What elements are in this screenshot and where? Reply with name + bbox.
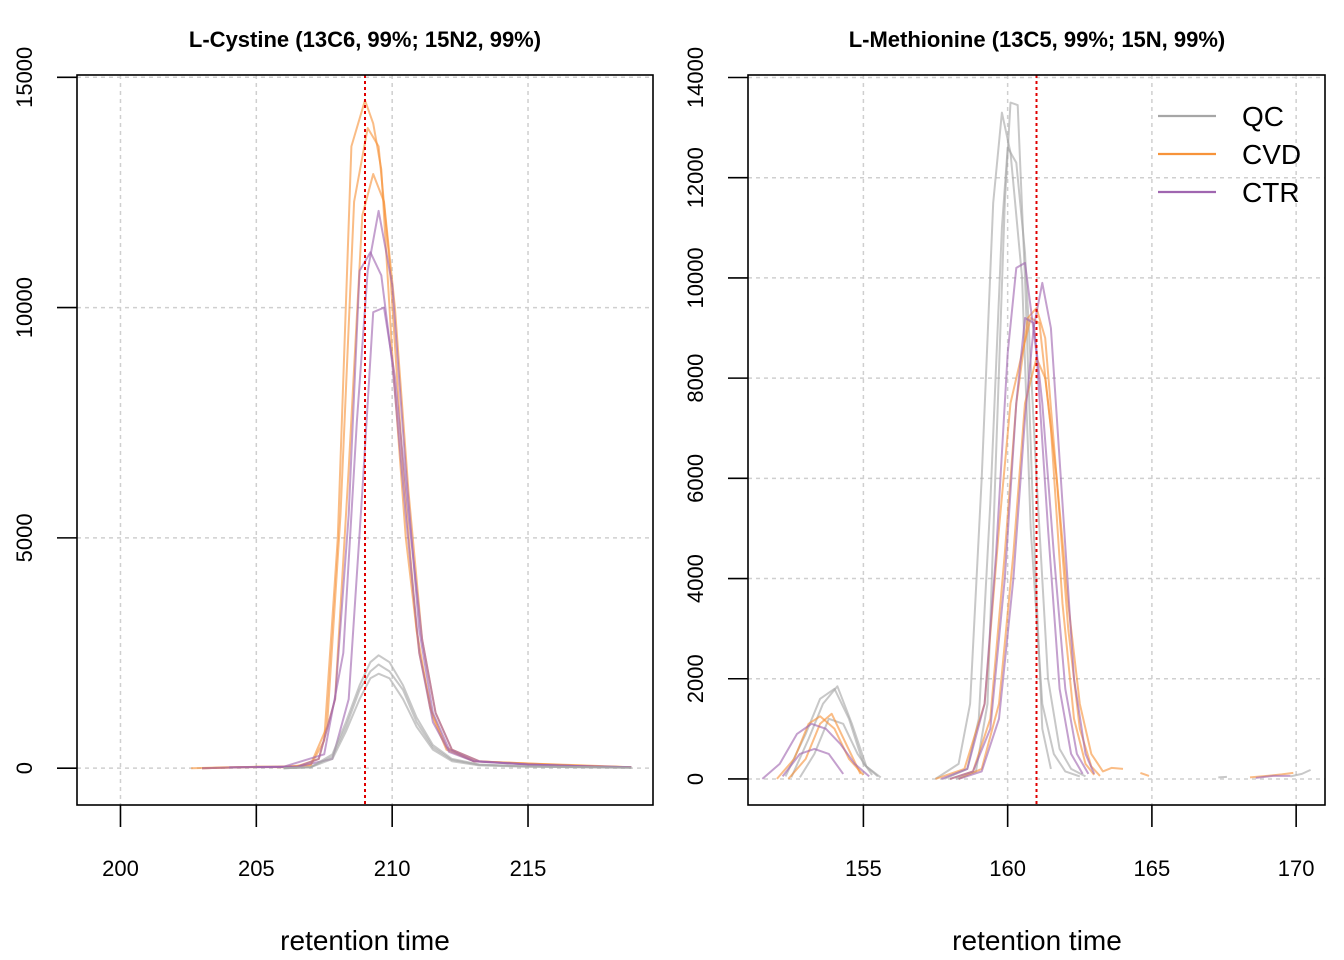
y-tick-label: 14000: [683, 47, 708, 108]
legend-label-qc: QC: [1242, 101, 1284, 132]
x-tick-label: 210: [374, 856, 411, 881]
x-tick-label: 215: [510, 856, 547, 881]
plot-frame: [747, 74, 1326, 806]
plot-frame: [76, 74, 654, 806]
series-line-qc: [283, 672, 632, 770]
legend-label-ctr: CTR: [1242, 177, 1300, 208]
y-tick-label: 15000: [12, 47, 37, 108]
series-line-ctr: [949, 317, 1090, 780]
y-tick-label: 2000: [683, 654, 708, 703]
x-tick-label: 165: [1134, 856, 1171, 881]
series-line-ctr: [958, 281, 1096, 780]
series-line-ctr: [761, 722, 870, 780]
y-tick-label: 0: [12, 762, 37, 774]
series-line-cvd: [776, 715, 865, 780]
x-tick-label: 155: [845, 856, 882, 881]
x-tick-label: 205: [238, 856, 275, 881]
legend-label-cvd: CVD: [1242, 139, 1301, 170]
series-line-qc: [943, 146, 1086, 780]
series-line-cvd: [191, 99, 632, 770]
chart-panel-l-cystine: L-Cystine (13C6, 99%; 15N2, 99%) retenti…: [12, 27, 654, 956]
chart-title: L-Cystine (13C6, 99%; 15N2, 99%): [189, 27, 541, 52]
y-tick-label: 5000: [12, 513, 37, 562]
y-tick-label: 8000: [683, 354, 708, 403]
y-tick-label: 10000: [683, 247, 708, 308]
series-line-qc: [955, 101, 1052, 780]
y-tick-label: 12000: [683, 147, 708, 208]
series-line-cvd: [787, 712, 862, 780]
y-tick-label: 6000: [683, 454, 708, 503]
x-tick-label: 200: [102, 856, 139, 881]
y-tick-label: 10000: [12, 277, 37, 338]
series-line-qc: [1290, 768, 1312, 778]
series-line-ctr: [256, 306, 632, 769]
series-line-ctr: [201, 251, 632, 770]
y-tick-label: 0: [683, 773, 708, 785]
x-axis-label: retention time: [952, 925, 1122, 956]
series-line-cvd: [958, 357, 1124, 780]
x-axis-label: retention time: [280, 925, 450, 956]
series-line-ctr: [940, 261, 1084, 780]
chart-title: L-Methionine (13C5, 99%; 15N, 99%): [849, 27, 1226, 52]
series-line-ctr: [781, 747, 845, 778]
x-tick-label: 160: [989, 856, 1026, 881]
series-line-cvd: [1140, 771, 1150, 777]
x-tick-label: 170: [1278, 856, 1315, 881]
chart-panel-l-methionine: L-Methionine (13C5, 99%; 15N, 99%) reten…: [683, 27, 1326, 956]
series-line-ctr: [1255, 774, 1291, 779]
series-line-cvd: [201, 127, 632, 770]
legend: QC CVD CTR: [1158, 101, 1301, 208]
series-line-cvd: [201, 173, 632, 770]
series-line-qc: [1218, 775, 1227, 779]
y-tick-label: 4000: [683, 554, 708, 603]
